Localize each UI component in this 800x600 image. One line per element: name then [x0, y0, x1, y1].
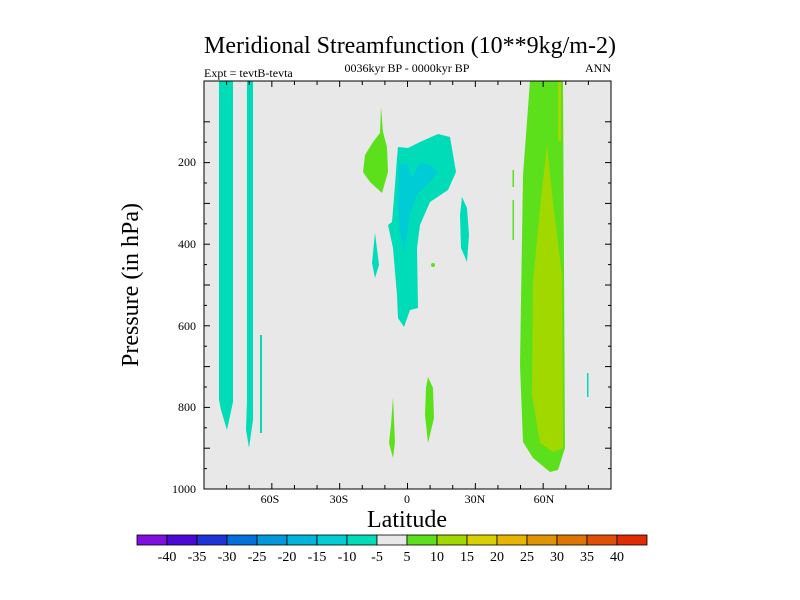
colorbar-label: -5	[371, 550, 383, 565]
colorbar-box	[256, 534, 288, 546]
colorbar-box	[346, 534, 378, 546]
colorbar-label: 15	[460, 550, 474, 565]
contour-pos-15s	[363, 107, 388, 193]
colorbar-box	[526, 534, 558, 546]
y-axis-label: Pressure (in hPa)	[118, 203, 144, 367]
colorbar-box	[376, 534, 408, 546]
y-tick-labels: 200 400 600 800 1000	[172, 155, 196, 496]
contour-neg-12s-small	[372, 233, 379, 278]
colorbar-label: -10	[338, 550, 357, 565]
colorbar-label: 10	[430, 550, 444, 565]
contour-neg-25n	[460, 197, 469, 262]
colorbar-box	[556, 534, 588, 546]
contour-neg-79n-line	[587, 373, 589, 397]
contour-neg-equator-core	[398, 163, 438, 252]
x-tick-labels: 60S 30S 0 30N 60N	[261, 492, 555, 506]
x-tick-label: 0	[404, 492, 410, 506]
colorbar-label: -15	[308, 550, 327, 565]
colorbar-box	[226, 534, 258, 546]
colorbar-label: -25	[248, 550, 267, 565]
subtitle-right: ANN	[585, 61, 611, 75]
colorbar-label: -40	[158, 550, 177, 565]
colorbar-label: 35	[580, 550, 594, 565]
colorbar-box	[286, 534, 318, 546]
colorbar-label: -30	[218, 550, 237, 565]
colorbar-box	[166, 534, 198, 546]
y-tick-label: 600	[178, 319, 196, 333]
contour-pos-47n-line1	[512, 170, 514, 187]
colorbar-box	[586, 534, 618, 546]
x-tick-label: 60N	[534, 492, 555, 506]
colorbar-box	[466, 534, 498, 546]
subtitle-center: 0036kyr BP - 0000kyr BP	[345, 61, 470, 75]
colorbar-label: -20	[278, 550, 297, 565]
contour-neg-63s-line	[260, 335, 262, 433]
contour-pos-60n-strip	[558, 81, 561, 141]
y-tick-label: 400	[178, 237, 196, 251]
colorbar-label: 20	[490, 550, 504, 565]
colorbar-label: 25	[520, 550, 534, 565]
y-tick-label: 1000	[172, 482, 196, 496]
plot-frame	[203, 80, 612, 490]
plot-area	[203, 80, 612, 490]
colorbar-label: 5	[404, 550, 411, 565]
contour-neg-80s	[219, 81, 233, 430]
colorbar-label: 30	[550, 550, 564, 565]
contour-neg-68s	[246, 81, 253, 448]
colorbar-box	[436, 534, 468, 546]
x-tick-label: 30N	[465, 492, 486, 506]
axis-ticks	[204, 81, 611, 489]
chart-title: Meridional Streamfunction (10**9kg/m-2)	[204, 33, 616, 59]
colorbar-label: 40	[610, 550, 624, 565]
x-axis-label: Latitude	[367, 507, 447, 533]
contour-pos-47n-line2	[512, 200, 514, 240]
y-tick-label: 800	[178, 400, 196, 414]
colorbar-box	[406, 534, 438, 546]
subtitle-left: Expt = tevtB-tevta	[204, 66, 293, 80]
colorbar-box	[196, 534, 228, 546]
contour-fills	[219, 81, 589, 472]
y-tick-label: 200	[178, 155, 196, 169]
contour-pos-5s-low	[389, 397, 395, 458]
contour-pos-60n-core	[532, 145, 563, 452]
colorbar-box	[496, 534, 528, 546]
colorbar-label: -35	[188, 550, 207, 565]
x-tick-label: 30S	[330, 492, 349, 506]
contour-pos-10n-low	[425, 377, 434, 443]
colorbar-box	[136, 534, 168, 546]
colorbar: -40 -35 -30 -25 -20 -15 -10 -5 5 10 15 20 25 30 35 40	[136, 534, 648, 565]
x-tick-label: 60S	[261, 492, 280, 506]
contour-pos-dot	[431, 263, 435, 267]
colorbar-box	[616, 534, 648, 546]
colorbar-box	[316, 534, 348, 546]
